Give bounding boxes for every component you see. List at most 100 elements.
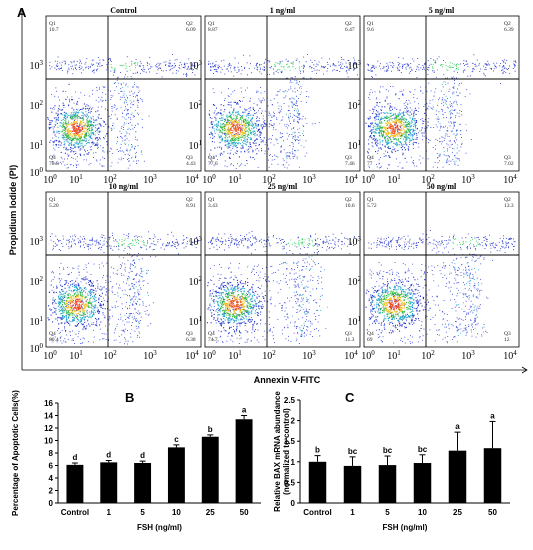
- flow-panel: 1 ng/mlQ18.87Q26.47Q477.6Q37.46103102101…: [189, 6, 361, 186]
- q3-value: 12: [504, 337, 510, 343]
- flow-scatter: [208, 54, 358, 169]
- bar: [201, 436, 219, 503]
- q4-label: Q4: [367, 155, 374, 161]
- x-tick-label: 102: [103, 173, 117, 186]
- x-tick-label: 10: [418, 508, 427, 517]
- y-tick-label: 100: [30, 342, 44, 355]
- q3-value: 7.02: [504, 161, 514, 167]
- x-tick-label: 5: [140, 508, 145, 517]
- q2-label: Q2: [504, 197, 511, 203]
- bar: [308, 461, 327, 503]
- q4-label: Q4: [49, 331, 56, 337]
- flow-scatter: [365, 230, 516, 344]
- q1-label: Q1: [49, 21, 56, 27]
- q1-value: 5.72: [367, 203, 377, 209]
- q4-label: Q4: [208, 331, 215, 337]
- significance-letter: a: [490, 411, 495, 420]
- panel-a: A Propidium Iodide (PI) Annexin V-FITC C…: [8, 5, 528, 385]
- q3-value: 6.38: [186, 337, 196, 343]
- y-tick-label: 103: [189, 59, 203, 72]
- y-tick-label: 0.5: [284, 478, 296, 487]
- flow-panel: 5 ng/mlQ19.6Q26.39Q477Q37.02103102101100…: [348, 6, 520, 186]
- flow-panel-frame: [45, 191, 202, 348]
- bar: [167, 447, 185, 503]
- x-tick-label: 101: [228, 349, 242, 362]
- q1-value: 3.43: [208, 203, 218, 209]
- x-tick-label: 104: [344, 173, 358, 186]
- q1-label: Q1: [208, 21, 215, 27]
- q3-label: Q3: [186, 155, 193, 161]
- bar: [413, 463, 432, 503]
- bar: [134, 463, 152, 503]
- x-tick-label: Control: [61, 508, 89, 517]
- x-tick-label: 101: [387, 173, 401, 186]
- bar: [378, 465, 397, 503]
- y-tick-label: 101: [348, 139, 362, 152]
- x-tick-label: 104: [185, 173, 199, 186]
- y-tick-label: 102: [189, 99, 203, 112]
- x-tick-label: 50: [488, 508, 497, 517]
- flow-panel-title: 5 ng/ml: [429, 6, 455, 15]
- x-tick-label: 104: [503, 173, 517, 186]
- y-tick-label: 102: [30, 275, 44, 288]
- panel-letter: B: [125, 390, 134, 405]
- y-axis-label: Relative BAX mRNA abundance: [273, 391, 282, 512]
- significance-letter: bc: [418, 445, 428, 454]
- q4-label: Q4: [49, 155, 56, 161]
- q4-value: 74.7: [208, 337, 218, 343]
- q1-value: 5.20: [49, 203, 59, 209]
- y-tick-label: 103: [30, 59, 44, 72]
- y-tick-label: 0: [291, 499, 296, 508]
- x-tick-label: Control: [303, 508, 331, 517]
- x-tick-label: 100: [202, 349, 216, 362]
- q3-label: Q3: [504, 331, 511, 337]
- y-tick-label: 8: [49, 449, 54, 458]
- q2-label: Q2: [345, 197, 352, 203]
- flow-panel-frame: [45, 15, 202, 172]
- flow-scatter: [365, 54, 517, 169]
- flow-panel-title: 50 ng/ml: [427, 182, 457, 191]
- x-tick-label: 103: [302, 173, 316, 186]
- x-axis-label: FSH (ng/ml): [383, 523, 428, 532]
- q1-label: Q1: [367, 197, 374, 203]
- x-tick-label: 5: [385, 508, 390, 517]
- y-axis-label: Percentage of Apoptotic Cells(%): [11, 390, 20, 516]
- flow-panel-title: Control: [110, 6, 137, 15]
- q4-value: 78.8: [49, 161, 59, 167]
- q3-value: 4.43: [186, 161, 196, 167]
- y-tick-label: 100: [30, 166, 44, 179]
- x-tick-label: 103: [302, 349, 316, 362]
- q2-value: 6.39: [504, 27, 514, 33]
- y-tick-label: 103: [348, 59, 362, 72]
- q4-value: 69: [367, 337, 373, 343]
- y-axis-label-secondary: (normalized to control): [282, 408, 291, 495]
- y-tick-label: 101: [30, 139, 44, 152]
- x-tick-label: 102: [103, 349, 117, 362]
- q3-label: Q3: [504, 155, 511, 161]
- x-tick-label: 25: [453, 508, 462, 517]
- y-tick-label: 2.5: [284, 396, 296, 405]
- significance-letter: bc: [383, 446, 393, 455]
- q1-value: 10.7: [49, 27, 59, 33]
- q4-value: 77.6: [208, 161, 218, 167]
- x-tick-label: 100: [202, 173, 216, 186]
- y-tick-label: 101: [30, 315, 44, 328]
- y-tick-label: 1: [291, 458, 296, 467]
- flow-panel-title: 10 ng/ml: [109, 182, 139, 191]
- significance-letter: d: [106, 451, 111, 460]
- q1-label: Q1: [49, 197, 56, 203]
- x-tick-label: 10: [172, 508, 181, 517]
- y-tick-label: 102: [189, 275, 203, 288]
- bar: [100, 462, 118, 503]
- panel-letter: C: [345, 390, 355, 405]
- q3-label: Q3: [345, 331, 352, 337]
- bar: [343, 465, 362, 503]
- q3-label: Q3: [186, 331, 193, 337]
- x-tick-label: 103: [461, 349, 475, 362]
- flow-panel-title: 1 ng/ml: [270, 6, 296, 15]
- significance-letter: a: [242, 406, 247, 415]
- y-tick-label: 101: [348, 315, 362, 328]
